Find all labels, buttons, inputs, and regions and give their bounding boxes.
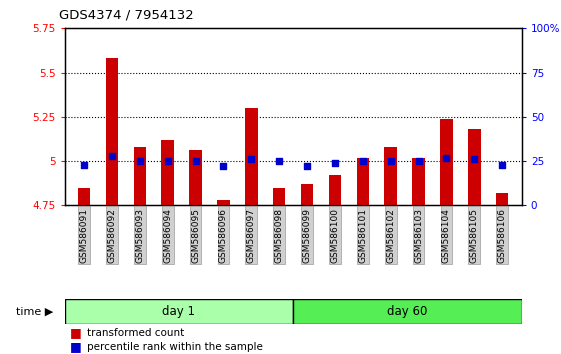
Text: transformed count: transformed count bbox=[87, 328, 184, 338]
Text: GSM586105: GSM586105 bbox=[470, 208, 479, 263]
Bar bbox=[162, 140, 174, 205]
Bar bbox=[134, 147, 146, 205]
Bar bbox=[217, 200, 229, 205]
Bar bbox=[468, 129, 481, 205]
Bar bbox=[440, 119, 453, 205]
Text: day 1: day 1 bbox=[162, 305, 195, 318]
Text: GSM586091: GSM586091 bbox=[80, 208, 89, 263]
Text: GSM586094: GSM586094 bbox=[163, 208, 172, 263]
Point bbox=[498, 162, 507, 167]
Text: ■: ■ bbox=[70, 341, 82, 353]
Point bbox=[358, 158, 367, 164]
Point bbox=[247, 156, 256, 162]
Text: GSM586100: GSM586100 bbox=[330, 208, 339, 263]
Text: time ▶: time ▶ bbox=[16, 307, 53, 316]
Bar bbox=[245, 108, 257, 205]
Bar bbox=[189, 150, 202, 205]
Text: GSM586101: GSM586101 bbox=[358, 208, 367, 263]
Point bbox=[219, 164, 228, 169]
Text: GSM586103: GSM586103 bbox=[414, 208, 423, 263]
Point bbox=[442, 155, 451, 160]
Point bbox=[163, 158, 172, 164]
Point bbox=[414, 158, 423, 164]
Point bbox=[191, 158, 200, 164]
Point bbox=[135, 158, 144, 164]
Point bbox=[275, 158, 284, 164]
Text: ■: ■ bbox=[70, 326, 82, 339]
Bar bbox=[105, 58, 118, 205]
Bar bbox=[78, 188, 90, 205]
Point bbox=[386, 158, 395, 164]
Bar bbox=[384, 147, 397, 205]
Text: GSM586102: GSM586102 bbox=[386, 208, 395, 263]
Point bbox=[470, 156, 479, 162]
Text: GSM586097: GSM586097 bbox=[247, 208, 256, 263]
Bar bbox=[301, 184, 314, 205]
Point bbox=[80, 162, 89, 167]
Text: GSM586104: GSM586104 bbox=[442, 208, 451, 263]
Text: GDS4374 / 7954132: GDS4374 / 7954132 bbox=[59, 8, 194, 21]
Bar bbox=[412, 158, 425, 205]
Bar bbox=[293, 299, 522, 324]
Bar bbox=[329, 175, 341, 205]
Text: GSM586098: GSM586098 bbox=[275, 208, 284, 263]
Text: GSM586106: GSM586106 bbox=[498, 208, 507, 263]
Bar bbox=[65, 299, 293, 324]
Bar bbox=[273, 188, 286, 205]
Bar bbox=[496, 193, 508, 205]
Text: GSM586092: GSM586092 bbox=[107, 208, 117, 263]
Point bbox=[330, 160, 339, 166]
Text: day 60: day 60 bbox=[387, 305, 427, 318]
Bar bbox=[357, 158, 369, 205]
Text: GSM586093: GSM586093 bbox=[135, 208, 144, 263]
Text: percentile rank within the sample: percentile rank within the sample bbox=[87, 342, 263, 352]
Text: GSM586099: GSM586099 bbox=[302, 208, 311, 263]
Point bbox=[107, 153, 116, 159]
Text: GSM586096: GSM586096 bbox=[219, 208, 228, 263]
Point bbox=[302, 164, 311, 169]
Text: GSM586095: GSM586095 bbox=[191, 208, 200, 263]
